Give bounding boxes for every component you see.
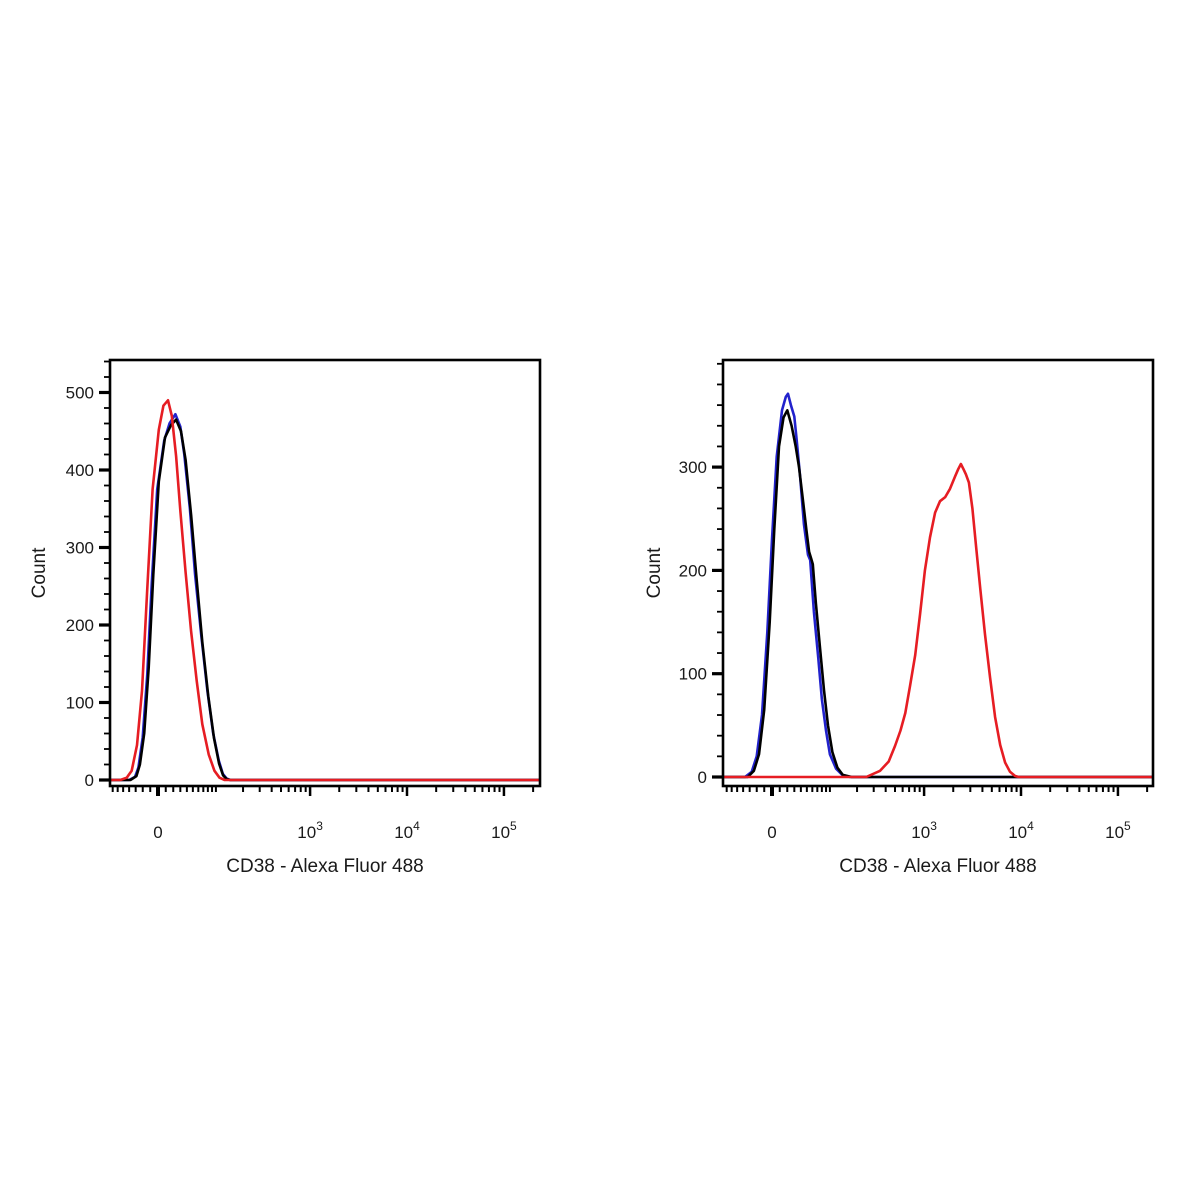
series-black-curve [723,409,1153,779]
x-tick-label: 104 [1008,819,1034,842]
y-axis-title: Count [30,547,50,598]
series-blue-curve [723,392,1153,779]
series-black-curve [110,418,540,782]
x-tick-label: 104 [394,819,420,842]
y-tick-label: 300 [66,538,94,557]
y-tick-label: 300 [679,458,707,477]
x-axis: 0 103 104 105 [111,786,535,842]
series-blue-curve [110,412,540,782]
x-tick-label: 105 [1105,819,1131,842]
y-axis: 0 100 200 300 [679,362,723,787]
series-red-curve [110,399,540,782]
y-tick-label: 200 [66,616,94,635]
plot-frame [721,358,1155,788]
y-axis: 0 100 200 300 400 500 [66,360,110,790]
x-tick-label: 0 [153,823,162,842]
y-tick-label: 400 [66,461,94,480]
x-tick-label: 103 [911,819,937,842]
y-tick-label: 100 [679,665,707,684]
series-group [110,399,540,782]
flow-histogram-panel-left: 0 103 104 105 0 100 200 300 400 500 CD38 - Alexa F… [29,340,610,905]
x-tick-label: 103 [297,819,323,842]
flow-chart-left: 0 103 104 105 0 100 200 300 400 500 CD38 - Alexa F… [29,358,542,877]
y-tick-label: 500 [66,383,94,402]
x-axis: 0 103 104 105 [725,786,1149,842]
flow-chart-right: 0 103 104 105 0 100 200 300 CD38 - Alexa Fluor 4… [644,358,1155,877]
y-tick-label: 100 [66,693,94,712]
y-tick-label: 0 [698,768,707,787]
series-red-curve [723,462,1153,779]
y-tick-label: 200 [679,561,707,580]
y-axis-title: Count [645,547,665,598]
flow-histogram-panel-right: 0 103 104 105 0 100 200 300 CD38 - Alexa Fluor 4… [644,340,1200,905]
x-axis-title: CD38 - Alexa Fluor 488 [839,856,1037,877]
x-tick-label: 105 [491,819,517,842]
x-axis-title: CD38 - Alexa Fluor 488 [226,856,424,877]
y-tick-label: 0 [85,771,94,790]
series-group [723,392,1153,779]
plot-frame [108,358,542,788]
x-tick-label: 0 [767,823,776,842]
